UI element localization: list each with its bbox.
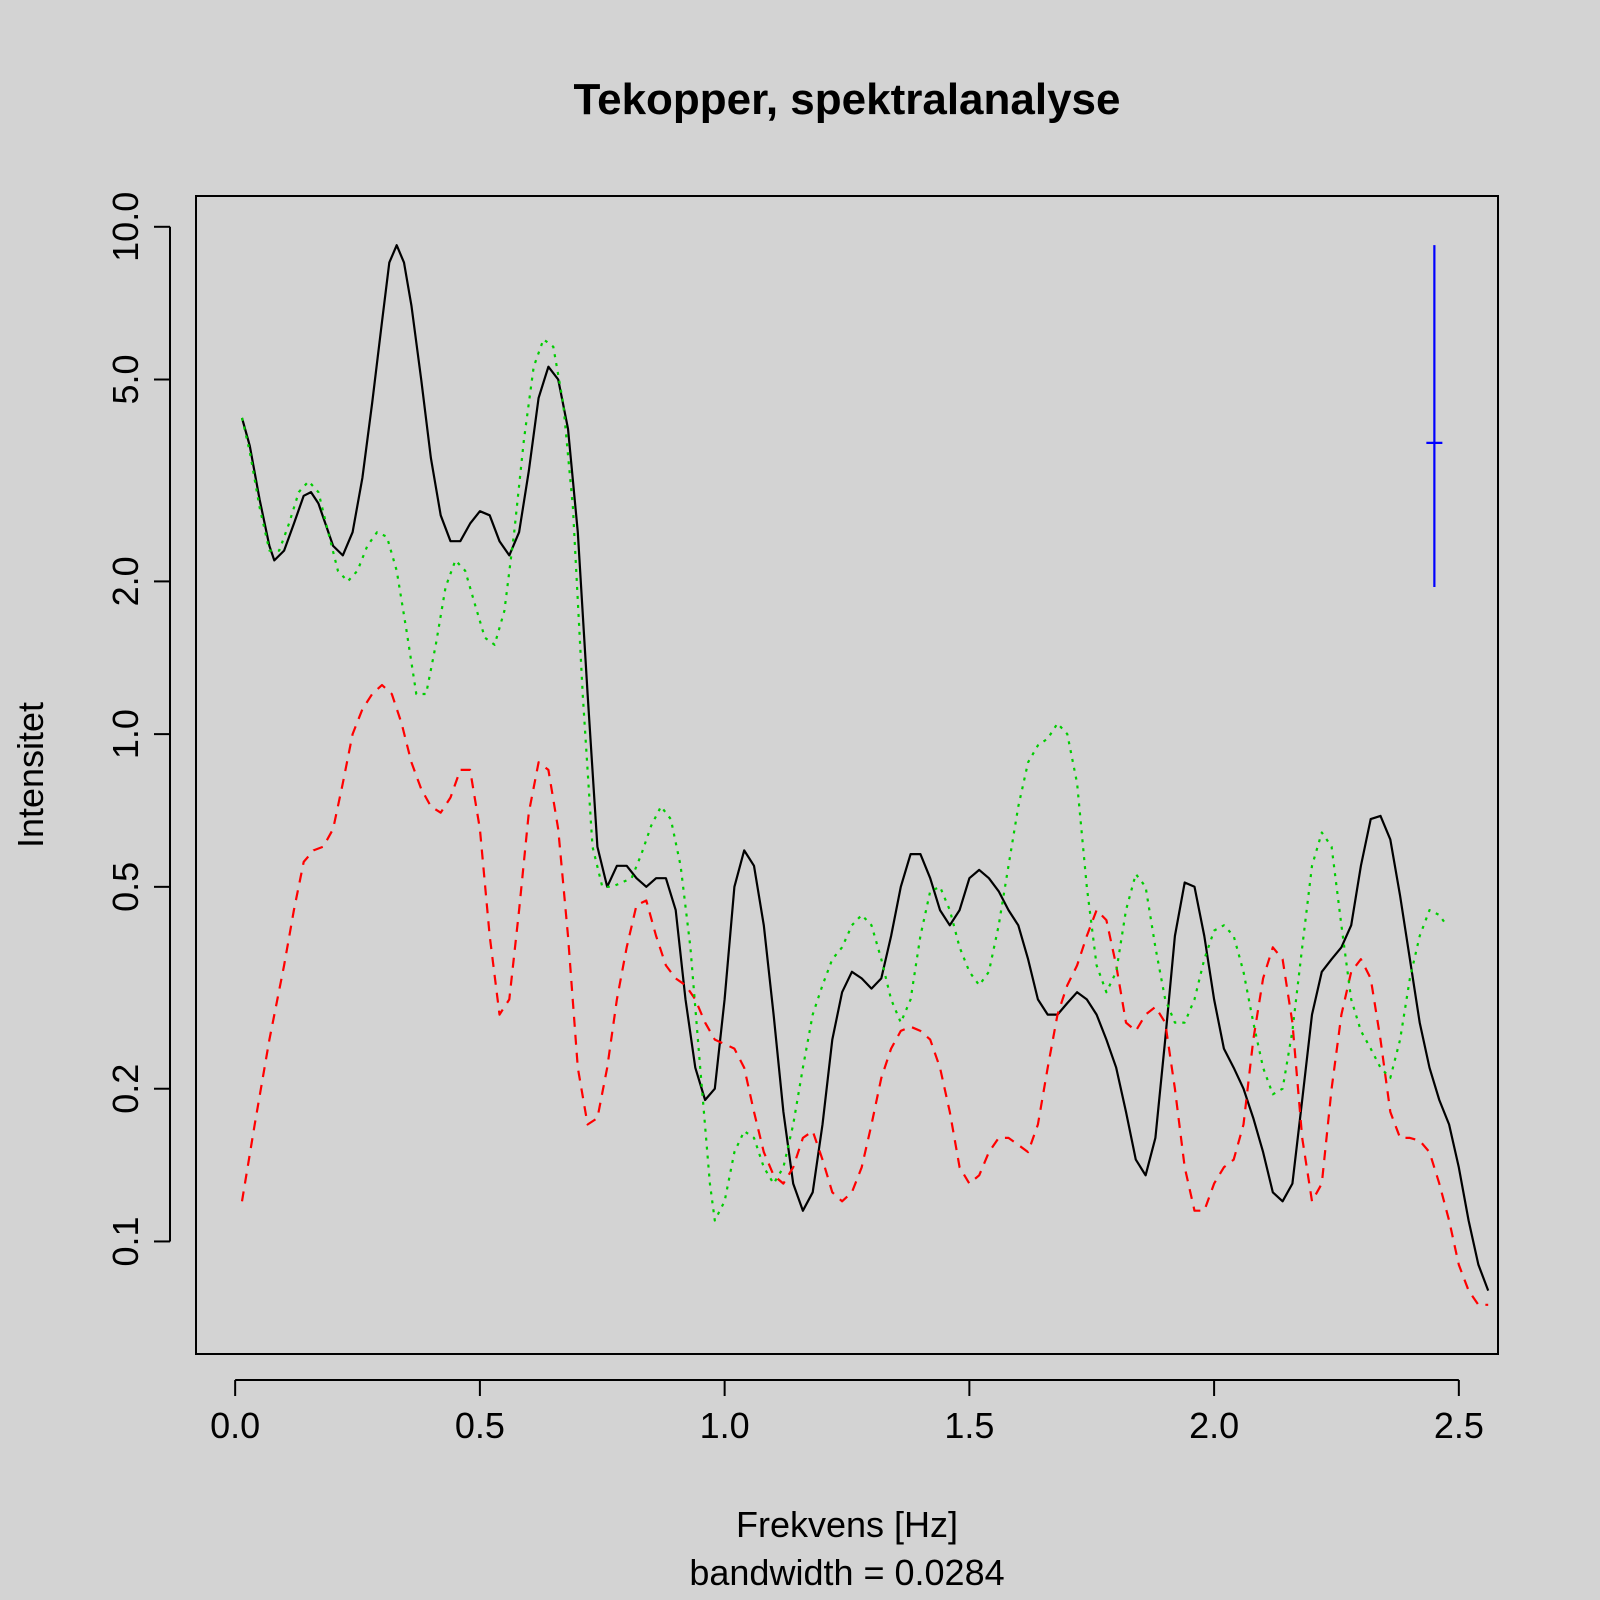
y-axis-label: Intensitet (10, 702, 51, 848)
x-tick-label: 1.0 (700, 1405, 750, 1446)
series-black-solid (240, 244, 1490, 1291)
y-tick-label: 0.1 (105, 1216, 146, 1266)
x-axis-label: Frekvens [Hz] (736, 1504, 958, 1545)
x-axis: 0.0 0.5 1.0 1.5 2.0 2.5 (210, 1379, 1484, 1446)
y-tick-label: 0.2 (105, 1064, 146, 1114)
x-tick-label: 1.5 (944, 1405, 994, 1446)
x-tick-label: 0.0 (210, 1405, 260, 1446)
bandwidth-subtitle: bandwidth = 0.0284 (689, 1552, 1004, 1593)
y-axis: 0.1 0.2 0.5 1.0 2.0 5.0 10.0 (105, 192, 171, 1266)
plot-area (240, 244, 1490, 1306)
y-tick-label: 2.0 (105, 556, 146, 606)
series-red-dashed (240, 683, 1489, 1306)
y-tick-label: 0.5 (105, 862, 146, 912)
plot-frame (195, 195, 1499, 1355)
x-tick-label: 2.0 (1189, 1405, 1239, 1446)
series-green-dotted (240, 338, 1448, 1222)
x-tick-label: 2.5 (1434, 1405, 1484, 1446)
y-tick-label: 1.0 (105, 709, 146, 759)
chart-title: Tekopper, spektralanalyse (573, 75, 1120, 124)
y-tick-label: 5.0 (105, 354, 146, 404)
y-tick-label: 10.0 (105, 192, 146, 262)
x-tick-label: 0.5 (455, 1405, 505, 1446)
